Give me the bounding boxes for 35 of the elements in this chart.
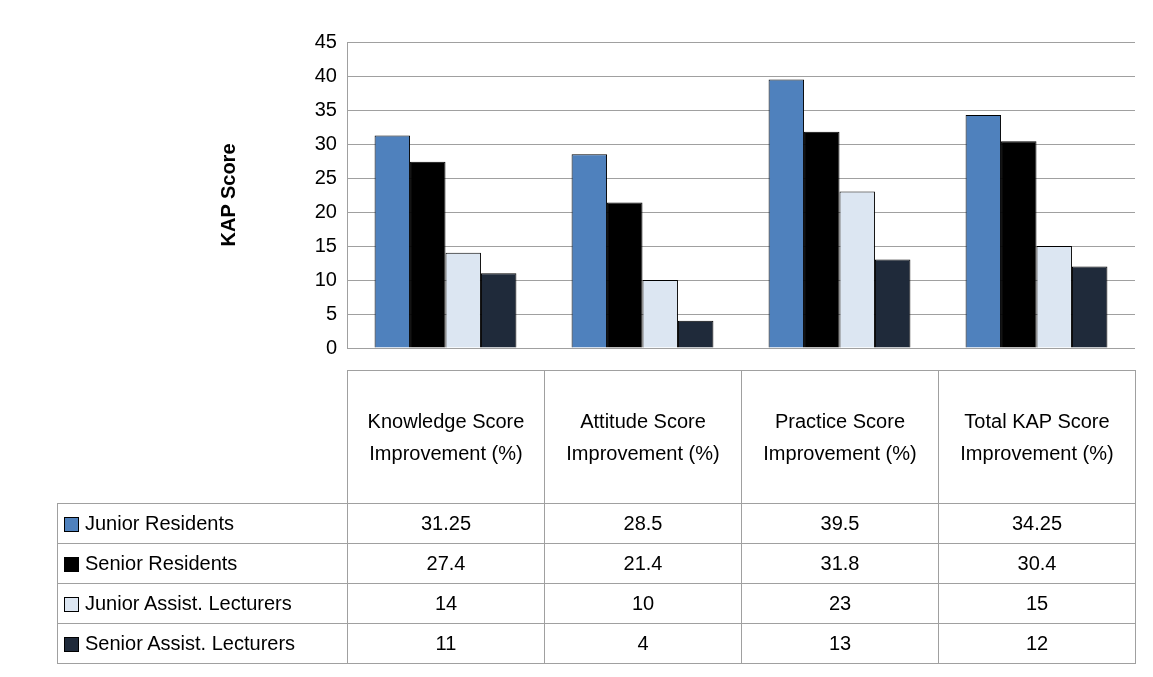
data-label: 13: [741, 623, 939, 664]
x-tick-label: Practice Score Improvement (%): [741, 370, 939, 504]
data-label: 31.25: [347, 503, 545, 544]
legend-label: Senior Assist. Lecturers: [57, 623, 348, 664]
y-tick-label: 5: [325, 301, 337, 324]
y-tick-label: 35: [314, 97, 337, 120]
data-label: 28.5: [544, 503, 742, 544]
y-axis-title: KAP Score: [216, 143, 239, 247]
y-tick-label: 45: [314, 29, 337, 52]
data-label: 14: [347, 583, 545, 624]
data-label: 11: [347, 623, 545, 664]
y-tick-label: 0: [325, 335, 337, 358]
data-label: 23: [741, 583, 939, 624]
data-label: 12: [938, 623, 1136, 664]
data-label: 39.5: [741, 503, 939, 544]
data-label: 31.8: [741, 543, 939, 584]
x-tick-label: Attitude Score Improvement (%): [544, 370, 742, 504]
x-tick-label: Knowledge Score Improvement (%): [347, 370, 545, 504]
data-label: 15: [938, 583, 1136, 624]
legend-label: Senior Residents: [57, 543, 348, 584]
legend-label: Junior Assist. Lecturers: [57, 583, 348, 624]
data-label: 30.4: [938, 543, 1136, 584]
data-label: 10: [544, 583, 742, 624]
data-label: 27.4: [347, 543, 545, 584]
y-tick-label: 25: [314, 165, 337, 188]
y-tick-label: 20: [314, 199, 337, 222]
y-tick-label: 40: [314, 63, 337, 86]
data-label: 21.4: [544, 543, 742, 584]
data-label: 4: [544, 623, 742, 664]
y-tick-label: 10: [314, 267, 337, 290]
data-label: 34.25: [938, 503, 1136, 544]
y-tick-label: 30: [314, 131, 337, 154]
y-tick-label: 15: [314, 233, 337, 256]
x-tick-label: Total KAP Score Improvement (%): [938, 370, 1136, 504]
legend-label: Junior Residents: [57, 503, 348, 544]
